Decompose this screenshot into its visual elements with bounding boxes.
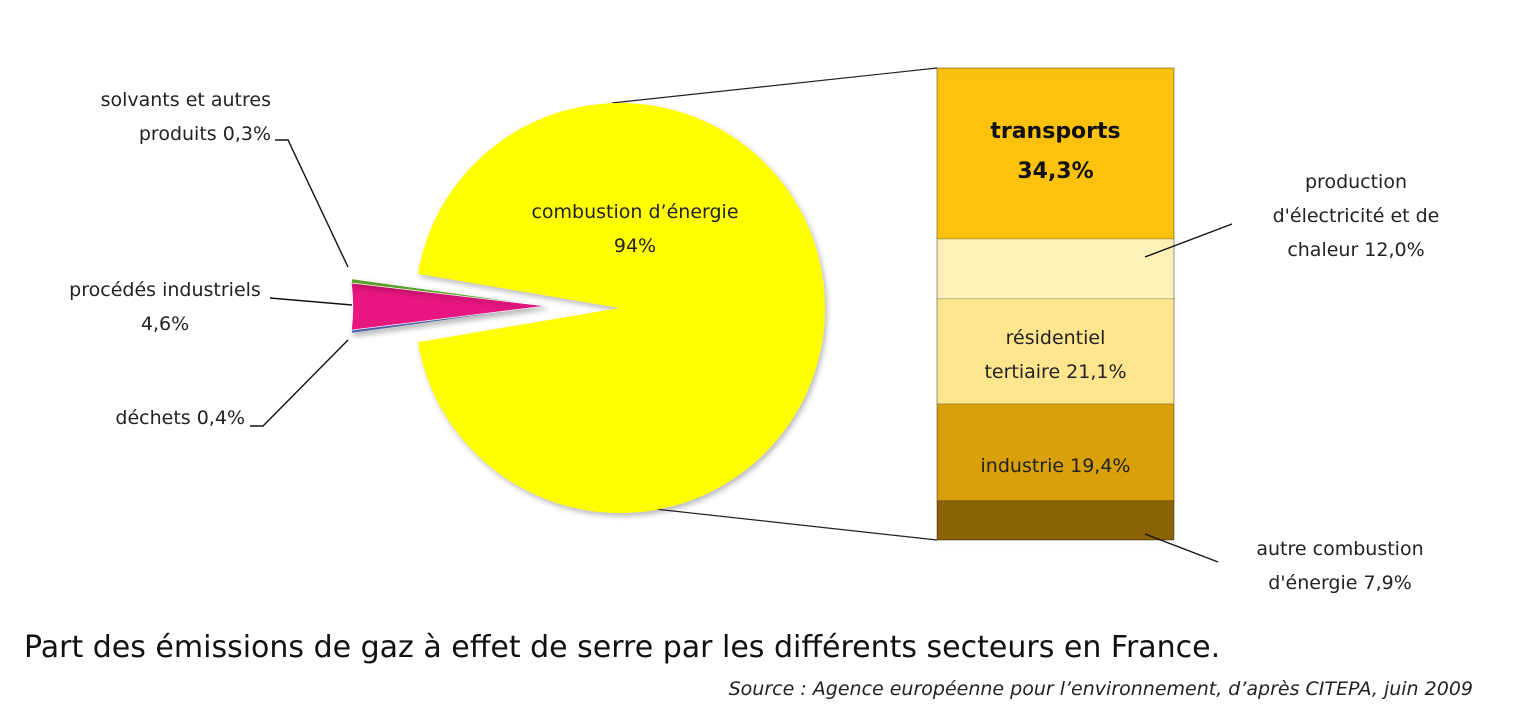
leader-dechets bbox=[250, 339, 349, 427]
label-solvants-line: solvants et autres bbox=[101, 89, 271, 111]
label-autre-line: autre combustion bbox=[1256, 538, 1423, 560]
pie-chart bbox=[351, 102, 826, 513]
label-residentiel-line: résidentiel bbox=[1006, 327, 1106, 349]
chart-title: Part des émissions de gaz à effet de ser… bbox=[24, 630, 1221, 665]
label-autre: autre combustion d'énergie 7,9% bbox=[1256, 538, 1423, 594]
label-procedes-line: procédés industriels bbox=[69, 279, 261, 301]
chart-labels: combustion d’énergie 94% solvants et autre… bbox=[69, 89, 1439, 594]
leader-procedes bbox=[269, 297, 353, 306]
label-transports-line: 34,3% bbox=[1017, 159, 1093, 184]
leader-electricite bbox=[1144, 223, 1233, 258]
label-combustion-line: 94% bbox=[614, 235, 656, 257]
label-combustion: combustion d’énergie 94% bbox=[531, 201, 738, 257]
leader-solvants bbox=[275, 139, 349, 268]
chart-source: Source : Agence européenne pour l’enviro… bbox=[728, 678, 1473, 700]
bar-outline bbox=[936, 67, 1175, 541]
pie-slice-combustion bbox=[417, 102, 826, 513]
connector-top bbox=[611, 67, 938, 104]
label-electricite-line: production bbox=[1305, 171, 1407, 193]
label-autre-line: d'énergie 7,9% bbox=[1268, 572, 1412, 594]
label-electricite-line: d'électricité et de bbox=[1273, 205, 1440, 227]
bar-segment-transports bbox=[936, 67, 1175, 240]
label-procedes: procédés industriels 4,6% bbox=[69, 279, 261, 335]
pie-slice-dechets bbox=[351, 278, 546, 307]
label-industrie: industrie 19,4% bbox=[981, 455, 1131, 477]
label-transports-line: transports bbox=[990, 119, 1120, 144]
label-solvants: solvants et autres produits 0,3% bbox=[101, 89, 271, 145]
label-dechets: déchets 0,4% bbox=[115, 407, 245, 429]
label-residentiel-line: tertiaire 21,1% bbox=[984, 361, 1126, 383]
label-industrie-line: industrie 19,4% bbox=[981, 455, 1131, 477]
bar-segment-autre bbox=[936, 500, 1175, 541]
bar-segment-industrie bbox=[936, 403, 1175, 502]
bar-segment-residentiel bbox=[936, 298, 1175, 405]
label-procedes-line: 4,6% bbox=[141, 313, 189, 335]
label-electricite: production d'électricité et de chaleur 12,… bbox=[1273, 171, 1440, 261]
bar-segment-electricite bbox=[936, 238, 1175, 300]
stacked-bar bbox=[936, 67, 1175, 541]
label-dechets-line: déchets 0,4% bbox=[115, 407, 245, 429]
leader-lines bbox=[250, 139, 1233, 563]
label-solvants-line: produits 0,3% bbox=[139, 123, 271, 145]
leader-autre bbox=[1144, 533, 1219, 563]
label-transports: transports 34,3% bbox=[990, 119, 1120, 184]
label-residentiel: résidentiel tertiaire 21,1% bbox=[984, 327, 1126, 383]
label-combustion-line: combustion d’énergie bbox=[531, 201, 738, 223]
label-electricite-line: chaleur 12,0% bbox=[1287, 239, 1424, 261]
